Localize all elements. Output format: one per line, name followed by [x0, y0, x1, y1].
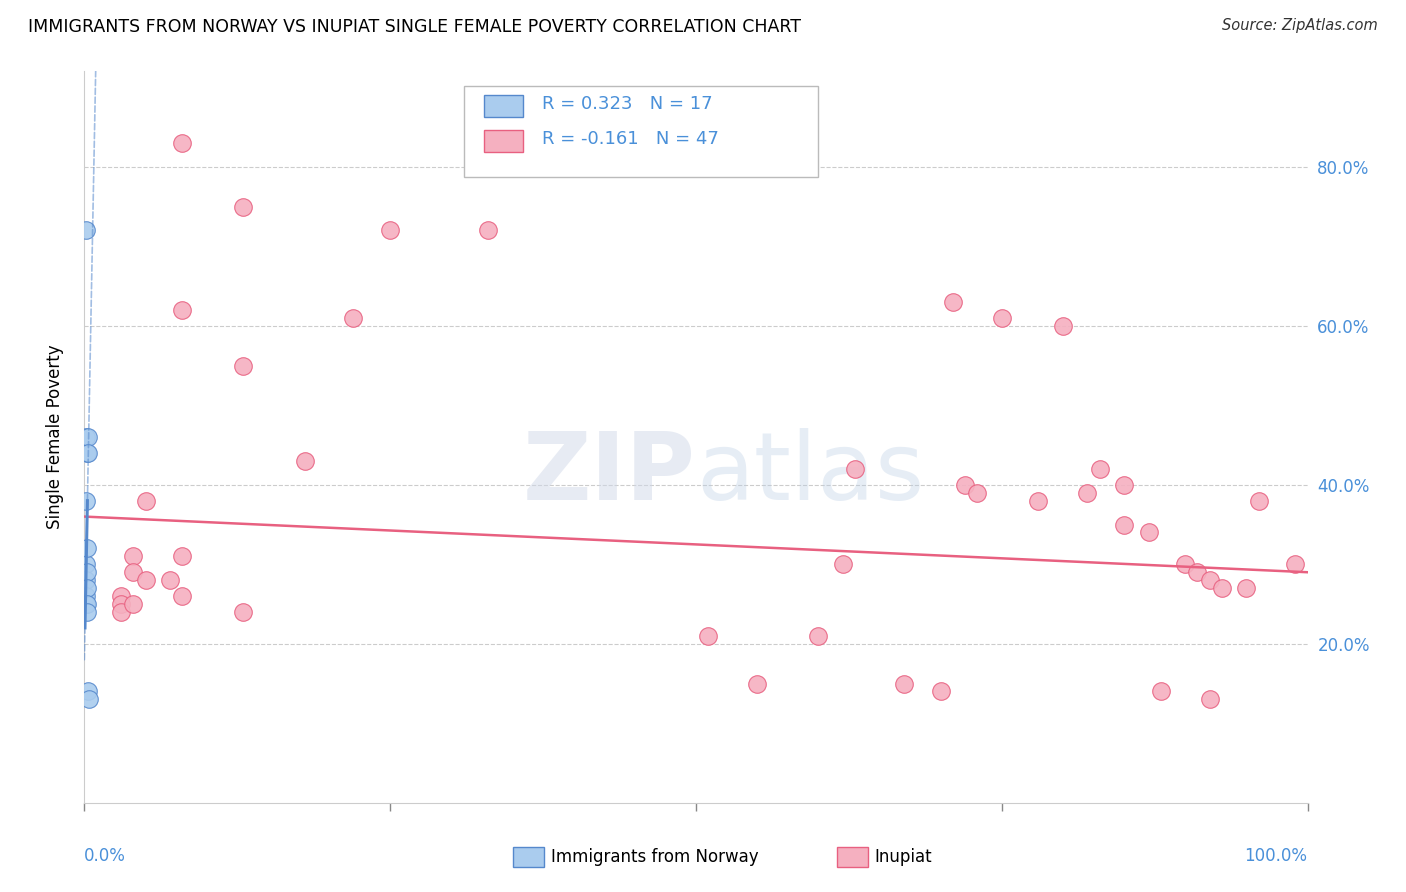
Point [172, 549, 194, 564]
Point [76, 581, 98, 595]
Text: R = -0.161   N = 47: R = -0.161 N = 47 [541, 129, 718, 148]
Point [1174, 558, 1197, 572]
Point [1198, 573, 1220, 587]
Point [294, 454, 316, 468]
Point [966, 485, 988, 500]
Y-axis label: Single Female Poverty: Single Female Poverty [45, 345, 63, 529]
Point [122, 597, 145, 611]
Point [172, 302, 194, 317]
Text: 100.0%: 100.0% [1244, 847, 1308, 864]
Point [893, 676, 915, 690]
Point [991, 310, 1014, 325]
Point [159, 573, 181, 587]
Point [122, 549, 145, 564]
Point [75, 573, 97, 587]
Text: atlas: atlas [696, 427, 924, 520]
Point [172, 589, 194, 603]
Text: IMMIGRANTS FROM NORWAY VS INUPIAT SINGLE FEMALE POVERTY CORRELATION CHART: IMMIGRANTS FROM NORWAY VS INUPIAT SINGLE… [28, 18, 801, 36]
Point [110, 597, 132, 611]
Text: Inupiat: Inupiat [875, 848, 932, 866]
Point [929, 684, 952, 698]
Point [172, 136, 194, 150]
Point [1088, 462, 1111, 476]
Point [122, 566, 145, 580]
Point [1247, 493, 1270, 508]
Point [75, 589, 97, 603]
Point [342, 310, 364, 325]
Point [1052, 318, 1074, 333]
Point [232, 605, 254, 619]
Point [76, 446, 98, 460]
Text: 0.0%: 0.0% [84, 847, 127, 864]
Point [110, 605, 132, 619]
Point [135, 493, 157, 508]
Point [110, 589, 132, 603]
Point [76, 541, 98, 556]
Point [1284, 558, 1306, 572]
Point [1137, 525, 1160, 540]
Point [76, 566, 98, 580]
Point [807, 629, 830, 643]
Point [1114, 517, 1136, 532]
Point [1028, 493, 1050, 508]
Point [77, 684, 100, 698]
Point [75, 558, 97, 572]
Point [77, 430, 100, 444]
Point [75, 223, 97, 237]
Point [135, 573, 157, 587]
Text: Source: ZipAtlas.com: Source: ZipAtlas.com [1222, 18, 1378, 33]
Point [232, 359, 254, 373]
Point [75, 493, 97, 508]
Point [1150, 684, 1173, 698]
Text: R = 0.323   N = 17: R = 0.323 N = 17 [541, 95, 713, 113]
Bar [484, 129, 523, 152]
Point [477, 223, 499, 237]
Point [831, 558, 853, 572]
Point [75, 597, 97, 611]
Point [1211, 581, 1233, 595]
Point [1076, 485, 1098, 500]
Point [1236, 581, 1258, 595]
Text: Immigrants from Norway: Immigrants from Norway [551, 848, 759, 866]
Point [77, 446, 100, 460]
Point [77, 692, 100, 706]
Bar [484, 95, 523, 118]
Point [747, 676, 769, 690]
Point [697, 629, 720, 643]
Point [232, 200, 254, 214]
Point [1187, 566, 1209, 580]
Text: ZIP: ZIP [523, 427, 696, 520]
Point [1198, 692, 1220, 706]
Point [1114, 477, 1136, 491]
FancyBboxPatch shape [464, 86, 818, 178]
Point [942, 294, 965, 309]
Point [76, 597, 98, 611]
Point [76, 605, 98, 619]
Point [75, 430, 97, 444]
Point [844, 462, 866, 476]
Point [953, 477, 976, 491]
Point [380, 223, 402, 237]
